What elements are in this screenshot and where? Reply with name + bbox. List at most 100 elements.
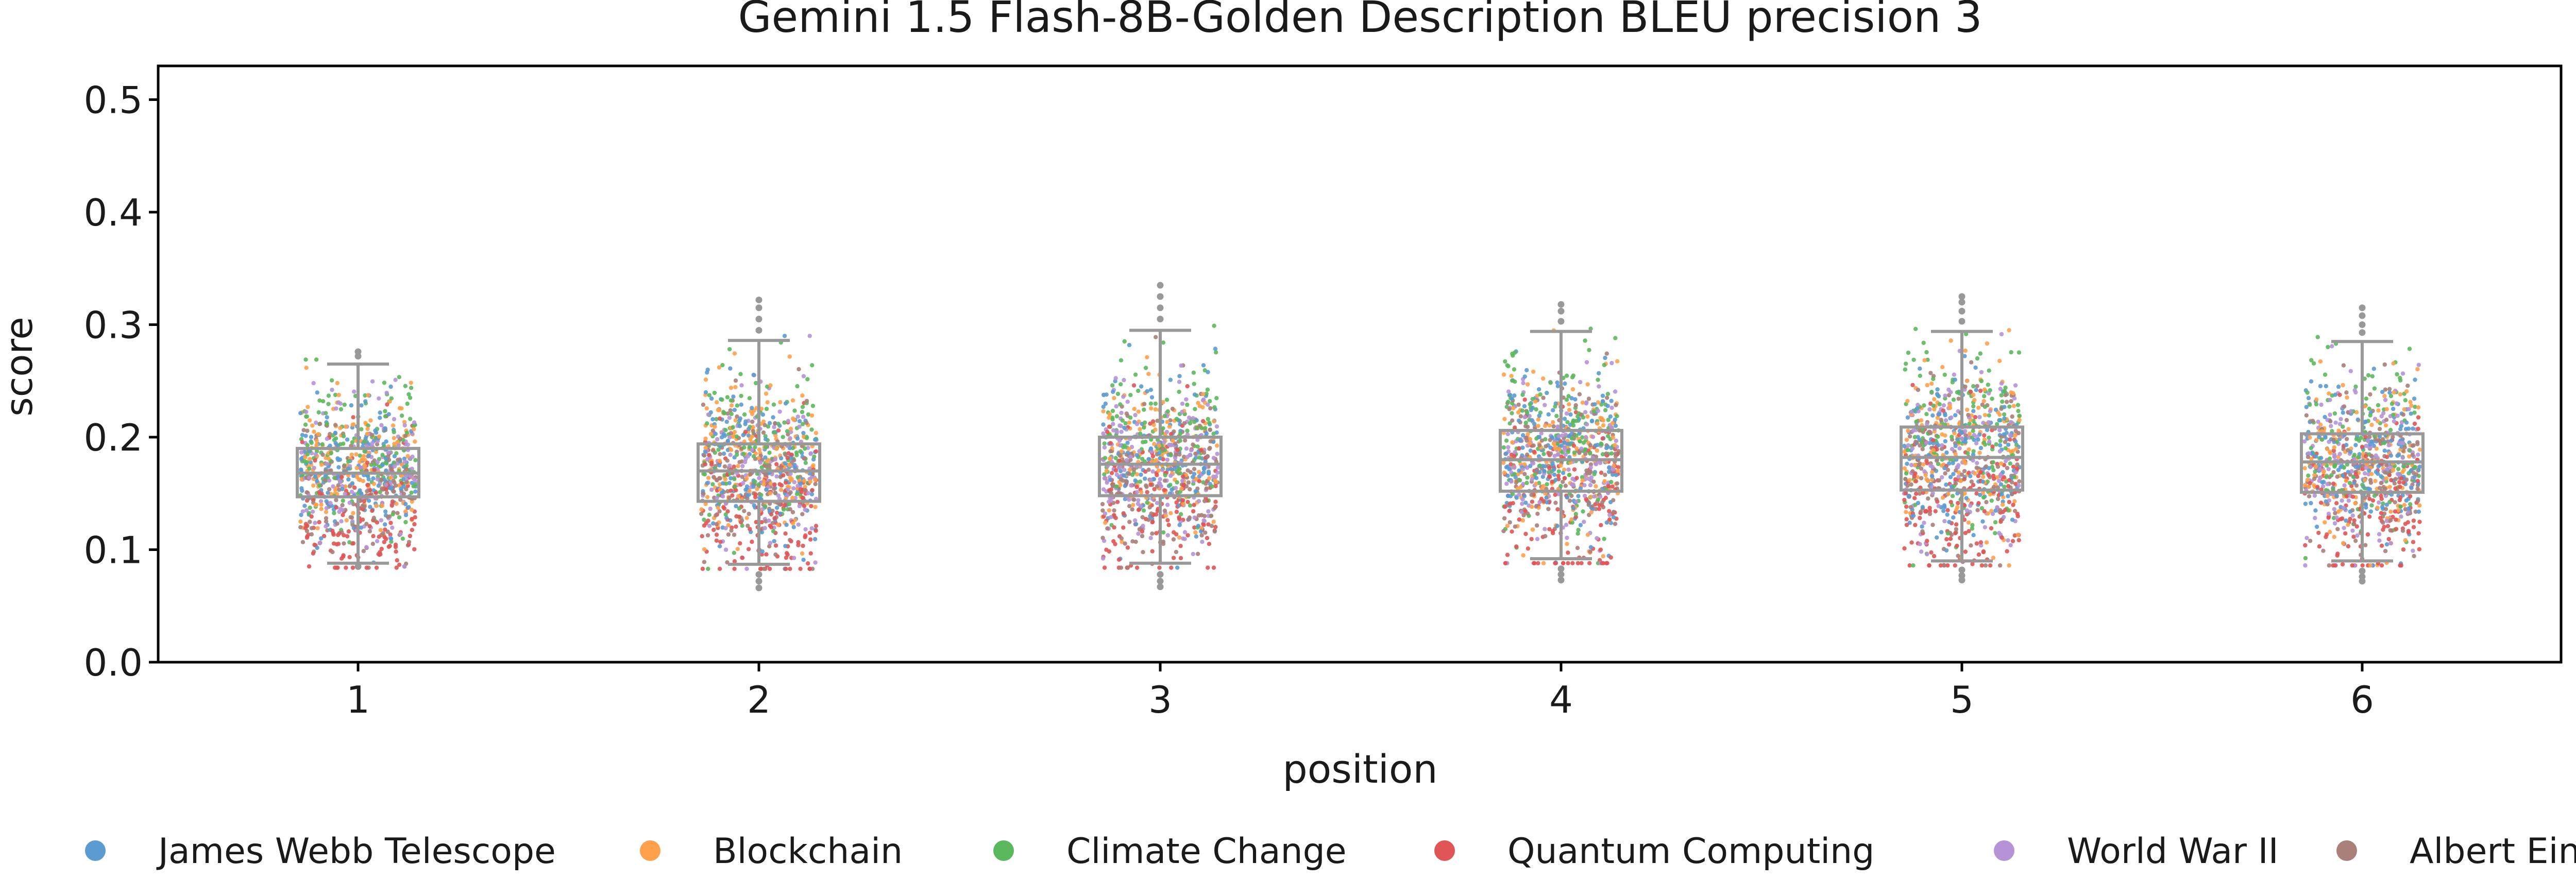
strip-point <box>336 542 341 546</box>
strip-point <box>1909 409 1913 415</box>
strip-point <box>1505 493 1511 498</box>
strip-point <box>796 543 801 547</box>
strip-point <box>1150 454 1156 459</box>
strip-point <box>1529 537 1534 542</box>
strip-point <box>1953 481 1958 486</box>
strip-point <box>757 476 761 480</box>
strip-point <box>1926 478 1930 484</box>
strip-point <box>725 509 730 514</box>
strip-point <box>1573 512 1578 516</box>
strip-point <box>359 491 364 496</box>
strip-point <box>731 394 736 399</box>
strip-point <box>1600 393 1605 398</box>
strip-point <box>1518 414 1523 419</box>
strip-point <box>1523 420 1528 425</box>
strip-point <box>1209 513 1214 518</box>
strip-point <box>299 512 303 517</box>
strip-point <box>321 533 327 539</box>
strip-point <box>1953 377 1957 382</box>
strip-point <box>1971 533 1976 538</box>
strip-point <box>1174 486 1178 490</box>
strip-point <box>303 434 308 438</box>
strip-point <box>707 393 712 398</box>
strip-point <box>1181 474 1185 479</box>
strip-point <box>1948 475 1953 479</box>
strip-point <box>366 423 370 428</box>
strip-point <box>1548 381 1553 385</box>
strip-point <box>1161 426 1165 430</box>
strip-point <box>1550 479 1554 484</box>
strip-point <box>1605 404 1610 408</box>
strip-point <box>707 512 712 517</box>
strip-point <box>1109 471 1114 475</box>
strip-point <box>309 435 314 439</box>
strip-point <box>1201 363 1206 368</box>
strip-point <box>2317 544 2322 549</box>
strip-point <box>1951 398 1956 402</box>
strip-point <box>413 439 417 444</box>
strip-point <box>789 539 793 544</box>
strip-point <box>1108 477 1113 482</box>
strip-point <box>1966 412 1971 418</box>
strip-point <box>1569 436 1574 441</box>
strip-point <box>2352 518 2357 523</box>
strip-point <box>1601 554 1605 559</box>
strip-point <box>1155 501 1160 505</box>
strip-point <box>1613 522 1618 526</box>
strip-point <box>1574 433 1579 438</box>
strip-point <box>398 497 403 502</box>
strip-point <box>1192 503 1196 507</box>
strip-point <box>807 530 812 536</box>
strip-point <box>723 428 728 433</box>
strip-point <box>1212 506 1217 510</box>
strip-point <box>713 424 717 429</box>
strip-point <box>399 406 404 411</box>
strip-point <box>1148 477 1153 482</box>
strip-point <box>1119 410 1124 416</box>
strip-point <box>308 418 312 423</box>
strip-point <box>370 433 375 437</box>
strip-point <box>1948 390 1953 394</box>
strip-point <box>1607 517 1612 522</box>
strip-point <box>1184 446 1189 451</box>
strip-point <box>741 481 745 486</box>
strip-point <box>2350 528 2355 533</box>
strip-point <box>1587 476 1591 481</box>
strip-point <box>784 523 789 527</box>
strip-point <box>327 487 332 492</box>
strip-point <box>1936 504 1941 508</box>
strip-point <box>1212 323 1216 328</box>
strip-point <box>1154 531 1159 536</box>
strip-point <box>1162 440 1166 444</box>
strip-point <box>1123 421 1128 426</box>
strip-point <box>1134 565 1140 570</box>
strip-point <box>1131 503 1136 507</box>
strip-point <box>2415 367 2420 372</box>
strip-point <box>1607 512 1612 517</box>
strip-point <box>359 427 364 432</box>
strip-point <box>707 453 711 457</box>
strip-point <box>332 565 337 570</box>
strip-point <box>1556 434 1561 439</box>
strip-point <box>2341 383 2345 388</box>
strip-point <box>1107 415 1111 420</box>
strip-point <box>1950 447 1955 452</box>
strip-point <box>1954 508 1959 512</box>
strip-point <box>1924 350 1929 355</box>
strip-point <box>1924 412 1929 417</box>
strip-point <box>1986 420 1991 425</box>
strip-point <box>365 482 370 487</box>
strip-point <box>336 392 341 398</box>
strip-point <box>1940 443 1944 447</box>
strip-point <box>390 525 395 530</box>
strip-point <box>1991 556 1996 560</box>
strip-point <box>1103 521 1108 525</box>
strip-point <box>2403 538 2408 543</box>
strip-point <box>359 525 363 530</box>
strip-point <box>1972 433 1977 438</box>
strip-point <box>2395 372 2399 377</box>
strip-point <box>1565 542 1569 546</box>
strip-point <box>1975 461 1979 465</box>
strip-point <box>703 445 708 451</box>
strip-point <box>1595 536 1599 541</box>
